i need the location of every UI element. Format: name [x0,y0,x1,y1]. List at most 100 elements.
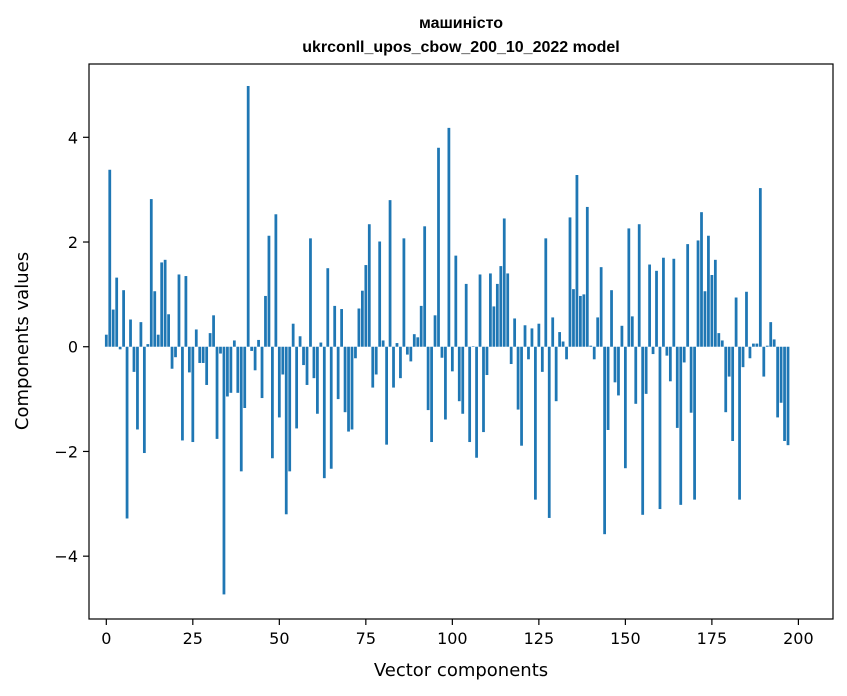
x-tick-label: 150 [610,629,641,648]
bar [219,346,222,354]
bar [167,314,170,347]
bar [502,218,506,347]
bar [136,346,139,430]
bar [682,346,686,363]
bar [433,315,437,347]
bar [246,85,250,347]
bar [298,336,302,347]
y-axis-label: Components values [12,252,33,430]
bar [620,325,624,347]
bar [122,290,125,347]
bar [309,238,312,347]
x-tick-label: 175 [697,629,728,648]
bar [395,343,399,347]
bar [710,275,714,347]
bar [707,235,710,347]
bar [537,323,541,347]
bar [752,343,755,347]
bar [402,238,406,347]
bar [177,274,181,347]
bar [326,268,330,347]
bar [758,188,762,347]
bar [547,346,551,518]
bar [125,346,129,519]
y-axis-ticks: −4 −2 0 2 4 [54,128,89,566]
bar [253,346,257,371]
bar [371,346,375,388]
bar [447,127,451,347]
bar [741,346,745,368]
bar [689,346,693,413]
y-tick-label: 2 [68,233,78,252]
bar [187,346,191,373]
bars-group [104,85,790,595]
x-tick-label: 200 [783,629,814,648]
bar [388,200,392,347]
bar [509,346,513,365]
bar [426,346,430,411]
x-tick-label: 0 [101,629,111,648]
plot-frame [88,63,834,620]
bar [139,322,143,347]
bar [644,346,648,394]
bar [637,224,641,347]
bar [748,346,752,359]
y-tick-label: 4 [68,128,78,147]
bar [329,346,333,469]
bar [585,206,589,347]
bar [405,346,409,355]
x-axis-label: Vector components [374,660,548,681]
bar [409,346,413,362]
bar [617,346,620,396]
bar [146,344,150,347]
x-axis-ticks: 0 25 50 75 100 125 150 175 200 [101,619,814,648]
bar [568,217,572,347]
bar [284,346,288,515]
bar [727,346,731,377]
bar [430,346,433,443]
bar [675,346,679,428]
bar [599,267,603,347]
y-tick-label: 0 [68,338,78,357]
bar [461,346,465,414]
bar [575,175,579,347]
bar [485,346,489,376]
bar [267,235,271,347]
bar [655,270,658,347]
bar [132,346,136,372]
y-tick-label: −4 [54,547,78,566]
bar [630,316,634,347]
bar [232,340,236,347]
bar [745,291,748,347]
bar [142,346,146,454]
bar [156,334,160,347]
bar [772,339,776,347]
bar [713,259,717,347]
bar [374,346,378,375]
bar [686,244,690,347]
bar [170,346,174,369]
bar [360,290,364,347]
bar [527,346,530,360]
bar [489,273,492,347]
bar [423,226,427,347]
bar [184,276,188,347]
bar [444,346,447,420]
bar [319,342,323,347]
bar [613,346,617,383]
bar [696,240,700,347]
bar [662,257,665,347]
bar [108,169,112,347]
bar [779,346,783,403]
bar [561,341,565,347]
bar [257,339,260,347]
bar [672,258,676,347]
bar [703,291,707,347]
bar [579,295,582,347]
bar [160,262,164,347]
bar [340,309,343,347]
bar [277,346,281,418]
bar [367,224,371,347]
bar [762,346,766,377]
